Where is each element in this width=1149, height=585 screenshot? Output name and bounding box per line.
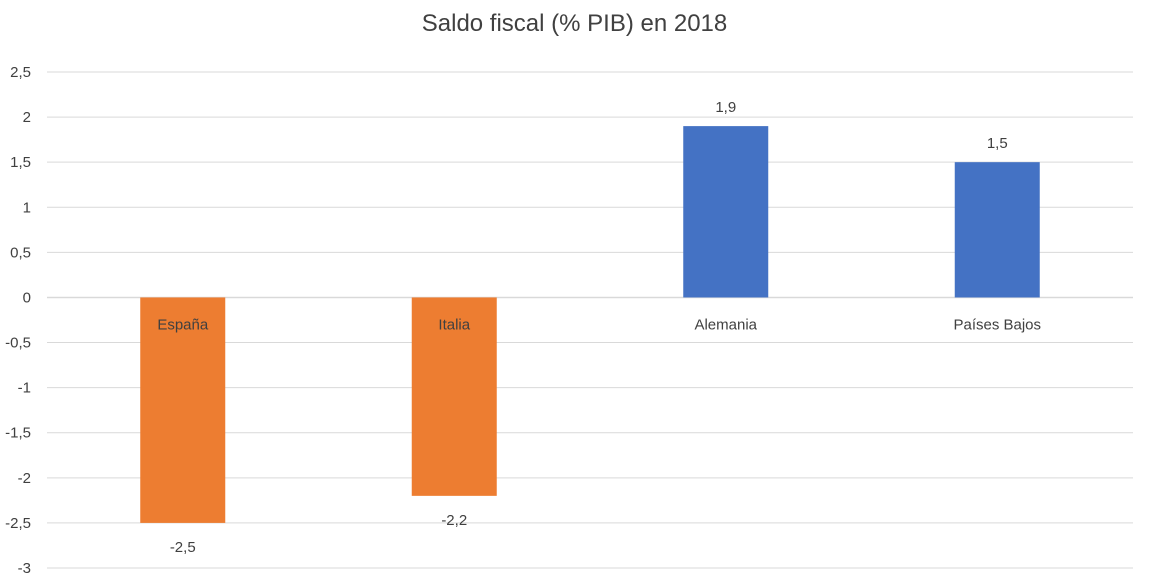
category-label: Italia [438,316,470,333]
y-tick-label: 0,5 [10,244,31,261]
data-label: 1,9 [715,99,736,116]
data-labels: -2,5 -2,2 1,9 1,5 [170,99,1008,556]
data-label: -2,5 [170,539,196,556]
y-tick-label: -3 [18,560,31,577]
data-label: 1,5 [987,135,1008,152]
bar-alemania [683,126,769,298]
chart-title: Saldo fiscal (% PIB) en 2018 [421,10,728,37]
y-tick-label: -1,5 [5,425,31,442]
category-label: España [157,316,209,333]
data-label: -2,2 [441,512,467,529]
bar-italia [411,297,497,496]
category-label: Alemania [694,316,757,333]
y-tick-label: -0,5 [5,335,31,352]
y-tick-label: 1,5 [10,154,31,171]
y-tick-label: 2 [23,109,31,126]
gridlines [47,71,1133,569]
y-axis-ticks: 2,5 2 1,5 1 0,5 0 -0,5 -1 -1,5 -2 -2,5 -3 [5,64,31,577]
y-tick-label: -2 [18,470,31,487]
y-tick-label: 2,5 [10,64,31,81]
y-tick-label: 1 [23,199,31,216]
category-label: Países Bajos [953,316,1041,333]
bar-países-bajos [954,162,1040,298]
y-tick-label: -2,5 [5,515,31,532]
bar-españa [140,297,226,523]
category-labels: España Italia Alemania Países Bajos [157,316,1041,333]
bars [140,126,1040,523]
y-tick-label: 0 [23,289,31,306]
y-tick-label: -1 [18,380,31,397]
